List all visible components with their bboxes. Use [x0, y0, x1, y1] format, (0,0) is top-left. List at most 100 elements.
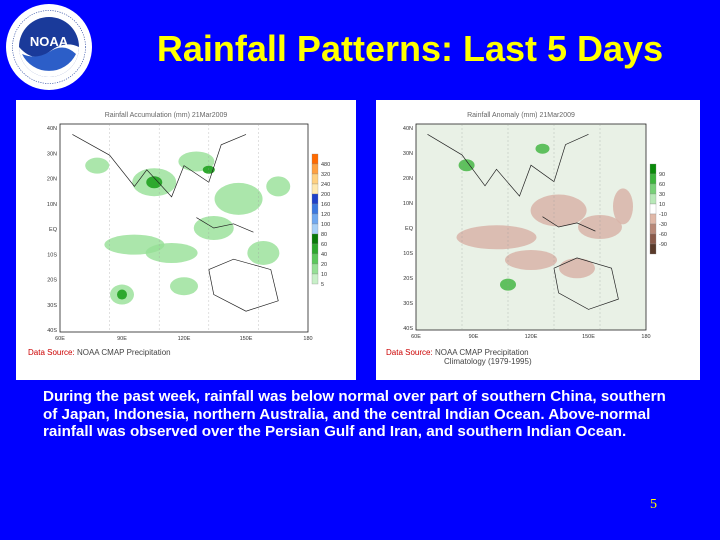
rainfall-area: [178, 151, 215, 172]
legend-label: 80: [321, 232, 327, 238]
legend-swatch: [649, 173, 657, 185]
legend-swatch: [311, 193, 319, 205]
lat-tick-label: 10N: [403, 201, 413, 207]
rainfall-total-map: 40N 30N 20N 10N EQ 10S 20S 30S 40S 60E 90E 120E 150E…: [16, 100, 356, 380]
description-text: During the past week, rainfall was below…: [43, 388, 666, 440]
noaa-logo: NOAA: [6, 4, 92, 90]
rainfall-area: [266, 176, 291, 197]
lon-tick-label: 120E: [178, 336, 191, 342]
dry-anomaly-area: [456, 225, 537, 250]
rainfall-area: [85, 157, 110, 174]
legend-swatch: [649, 213, 657, 225]
coastline: [208, 258, 279, 312]
legend-label: -60: [659, 232, 667, 238]
rainfall-area: [145, 242, 198, 263]
legend-label: 90: [659, 172, 665, 178]
right-source-value: NOAA CMAP Precipitation: [434, 348, 529, 357]
legend-swatch: [311, 213, 319, 225]
legend-swatch: [311, 223, 319, 235]
lon-tick-label: 90E: [117, 336, 127, 342]
dry-anomaly-area: [530, 194, 587, 227]
lat-tick-label: 10N: [47, 202, 57, 208]
rainfall-total-map-graphic: 40N 30N 20N 10N EQ 10S 20S 30S 40S 60E 90E 120E 150E…: [47, 123, 330, 342]
lat-tick-label: 30S: [403, 301, 413, 307]
legend-swatch: [311, 163, 319, 175]
rainfall-area: [247, 240, 280, 265]
legend-swatch: [649, 243, 657, 255]
legend-swatch: [311, 253, 319, 265]
lon-tick-label: 180: [303, 336, 312, 342]
rainfall-anomaly-map-graphic: 40N 30N 20N 10N EQ 10S 20S 30S 40S 60E 90E 120E 150E…: [403, 123, 667, 340]
coastline: [427, 133, 589, 197]
heavy-rainfall-area: [117, 289, 127, 300]
heavy-rainfall-area: [146, 176, 163, 189]
legend-swatch: [311, 273, 319, 285]
legend-swatch: [311, 203, 319, 215]
legend-label: -10: [659, 212, 667, 218]
legend-swatch: [649, 163, 657, 175]
legend-swatch: [649, 223, 657, 235]
right-source-value2: Climatology (1979-1995): [444, 357, 532, 366]
lon-tick-label: 180: [641, 334, 650, 340]
right-data-source: Data Source: NOAA CMAP Precipitation Cli…: [386, 348, 532, 366]
legend-label: 160: [321, 202, 330, 208]
lat-tick-label: 40N: [47, 126, 57, 132]
lat-tick-label: 20N: [47, 177, 57, 183]
dry-anomaly-area: [613, 188, 633, 225]
legend-swatch: [649, 193, 657, 205]
left-source-label: Data Source:: [28, 348, 75, 357]
legend-label: 200: [321, 192, 330, 198]
lon-tick-label: 60E: [411, 334, 421, 340]
legend-label: 10: [659, 202, 665, 208]
dry-anomaly-area: [559, 258, 595, 279]
coastline: [553, 257, 619, 310]
legend-swatch: [311, 263, 319, 275]
wet-anomaly-area: [458, 159, 475, 172]
legend-label: 60: [659, 182, 665, 188]
lat-tick-label: 20N: [403, 176, 413, 182]
legend-label: 20: [321, 262, 327, 268]
lat-tick-label: 30N: [47, 151, 57, 157]
legend-label: 480: [321, 162, 330, 168]
rainfall-area: [214, 182, 263, 215]
lat-tick-label: 40S: [403, 326, 413, 332]
rainfall-area: [170, 277, 198, 296]
legend-label: 100: [321, 222, 330, 228]
right-source-label: Data Source:: [386, 348, 433, 357]
svg-text:NOAA: NOAA: [30, 34, 69, 49]
dry-anomaly-area: [578, 215, 622, 239]
rainfall-anomaly-map: 40N 30N 20N 10N EQ 10S 20S 30S 40S 60E 90E 120E 150E…: [376, 100, 700, 380]
lon-tick-label: 120E: [525, 334, 538, 340]
legend-label: 60: [321, 242, 327, 248]
lat-tick-label: 30S: [47, 303, 57, 309]
coastline: [542, 216, 596, 232]
lat-tick-label: 10S: [403, 251, 413, 257]
lat-tick-label: 30N: [403, 151, 413, 157]
coastline: [196, 217, 254, 233]
lon-tick-label: 60E: [55, 336, 65, 342]
legend-label: 320: [321, 172, 330, 178]
legend-swatch: [311, 173, 319, 185]
legend-swatch: [311, 183, 319, 195]
coastline: [72, 134, 247, 198]
lon-tick-label: 90E: [469, 334, 479, 340]
legend-label: 5: [321, 282, 324, 288]
right-map-title: Rainfall Anomaly (mm) 21Mar2009: [467, 112, 575, 119]
legend-label: 40: [321, 252, 327, 258]
left-map-title: Rainfall Accumulation (mm) 21Mar2009: [104, 112, 228, 119]
legend-label: 30: [659, 192, 665, 198]
lon-tick-label: 150E: [582, 334, 595, 340]
legend-label: -30: [659, 222, 667, 228]
left-source-value: NOAA CMAP Precipitation: [76, 348, 171, 357]
lat-tick-label: 40S: [47, 328, 57, 334]
dry-anomaly-area: [505, 249, 557, 270]
page-title: Rainfall Patterns: Last 5 Days: [156, 28, 664, 69]
legend-label: 10: [321, 272, 327, 278]
legend-swatch: [649, 233, 657, 245]
legend-swatch: [311, 153, 319, 165]
lon-tick-label: 150E: [240, 336, 253, 342]
page-number: 5: [650, 497, 657, 512]
left-data-source: Data Source: NOAA CMAP Precipitation: [28, 348, 171, 357]
lat-tick-label: 10S: [47, 252, 57, 258]
legend-swatch: [649, 183, 657, 195]
